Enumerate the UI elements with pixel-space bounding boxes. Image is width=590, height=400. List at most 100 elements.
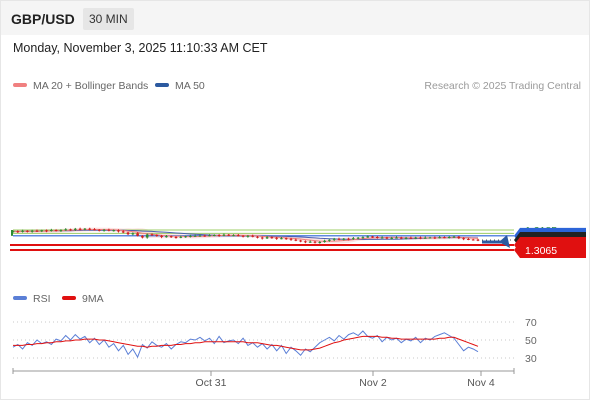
candle-body <box>50 230 53 231</box>
candle-body <box>289 238 293 240</box>
candle-body <box>69 229 72 231</box>
candle-body <box>433 237 437 239</box>
candle-body <box>21 230 24 232</box>
x-tick-label-1: Nov 2 <box>359 377 387 389</box>
candle-body <box>385 237 389 239</box>
candle-body <box>78 228 82 230</box>
candle-body <box>121 231 125 233</box>
candle-body <box>395 237 398 239</box>
chart-header: GBP/USD 30 MIN <box>1 1 589 35</box>
candle-body <box>400 237 403 239</box>
candle-body <box>102 229 106 231</box>
candle-body <box>337 238 341 240</box>
forecast-arrow-head <box>499 235 510 248</box>
candle-body <box>294 239 298 241</box>
candle-body <box>198 235 202 237</box>
candle-body <box>409 237 413 239</box>
candle-body <box>237 235 240 237</box>
candle-body <box>423 237 427 239</box>
candle-body <box>88 228 91 230</box>
candle-body <box>179 236 183 238</box>
candle-body <box>117 230 120 232</box>
candle-body <box>40 230 43 232</box>
candle-body <box>227 234 230 236</box>
candle-body <box>74 228 77 230</box>
candle-body <box>256 236 259 238</box>
candle-body <box>467 239 470 240</box>
rsi-tick-70: 70 <box>525 317 537 329</box>
candle-body <box>54 230 58 231</box>
support-label-5: 1.3065 <box>525 245 557 257</box>
candle-body <box>447 237 451 238</box>
candle-body <box>112 230 115 232</box>
legend-ma50: MA 50 <box>155 80 205 92</box>
candle-body <box>380 237 384 239</box>
candle-body <box>476 239 480 241</box>
candle-body <box>98 229 101 231</box>
candle-body <box>160 235 163 237</box>
candle-body <box>193 235 197 237</box>
legend-9ma-label: 9MA <box>82 293 104 305</box>
legend-ma50-label: MA 50 <box>175 80 205 92</box>
candle-body <box>136 233 139 236</box>
candle-body <box>35 230 39 232</box>
candle-body <box>184 236 187 238</box>
timestamp: Monday, November 3, 2025 11:10:33 AM CET <box>13 41 268 55</box>
candle-body <box>376 237 379 238</box>
candle-body <box>452 236 456 238</box>
support-tag-5: 1.3065 <box>514 242 586 258</box>
candle-body <box>471 239 475 241</box>
candle-body <box>217 235 221 236</box>
legend-ma20: MA 20 + Bollinger Bands <box>13 80 148 92</box>
candle-body <box>241 235 245 237</box>
candle-body <box>366 236 369 238</box>
legend-rsi-swatch <box>13 296 27 301</box>
candle-body <box>93 229 96 231</box>
candle-body <box>208 235 211 237</box>
candle-body <box>251 235 254 237</box>
candle-body <box>390 237 393 239</box>
x-tick-label-2: Nov 4 <box>467 377 495 389</box>
rsi-tick-50: 50 <box>525 335 537 347</box>
candle-body <box>174 237 178 238</box>
legend-rsi: RSI <box>13 293 51 305</box>
candle-body <box>304 241 307 243</box>
candle-body <box>59 230 63 232</box>
symbol-label: GBP/USD <box>11 11 75 27</box>
candle-body <box>270 237 274 239</box>
candle-body <box>16 231 20 233</box>
candle-body <box>457 236 461 239</box>
candle-body <box>83 228 87 230</box>
credit-text: Research © 2025 Trading Central <box>424 80 581 92</box>
candle-body <box>342 238 346 240</box>
candle-body <box>308 241 312 243</box>
candle-body <box>189 235 192 237</box>
candle-body <box>261 237 264 239</box>
x-tick-label-0: Oct 31 <box>196 377 227 389</box>
candle-body <box>361 237 365 239</box>
candle-body <box>150 234 154 236</box>
candle-body <box>332 238 336 240</box>
candle-body <box>30 230 34 232</box>
candle-body <box>213 235 216 236</box>
timeframe-badge[interactable]: 30 MIN <box>83 8 134 30</box>
candle-body <box>169 236 173 238</box>
candle-body <box>126 232 130 235</box>
candle-body <box>141 235 144 238</box>
legend-9ma-swatch <box>62 296 76 301</box>
candle-body <box>371 236 374 238</box>
legend-rsi-label: RSI <box>33 293 51 305</box>
candle-body <box>347 238 350 240</box>
candle-body <box>64 229 67 231</box>
legend-ma20-swatch <box>13 83 27 88</box>
candle-body <box>313 241 317 243</box>
candle-body <box>438 237 441 239</box>
candle-body <box>318 242 322 243</box>
candle-body <box>165 236 168 238</box>
candle-body <box>26 230 29 232</box>
candle-body <box>428 237 432 239</box>
candle-body <box>222 234 226 236</box>
candle-body <box>462 238 465 240</box>
rsi-line <box>12 330 479 359</box>
